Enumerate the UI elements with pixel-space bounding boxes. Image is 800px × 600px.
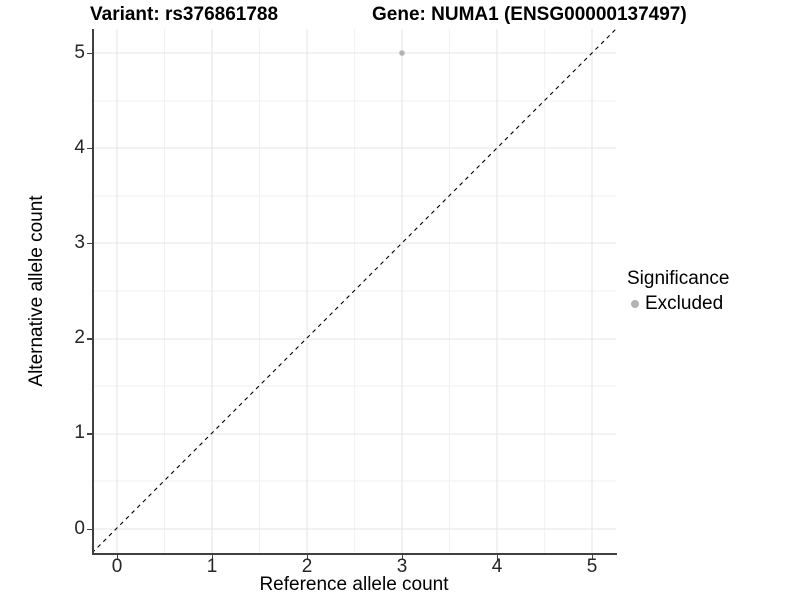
gene-title: Gene: NUMA1 (ENSG00000137497) xyxy=(372,4,687,25)
y-tick-label: 5 xyxy=(74,42,85,63)
x-tick-mark xyxy=(496,554,498,560)
plot-canvas xyxy=(91,28,617,554)
y-tick-label: 0 xyxy=(74,518,85,539)
x-axis-line xyxy=(92,553,617,555)
y-tick-label: 4 xyxy=(74,137,85,158)
y-tick-mark xyxy=(86,242,92,244)
y-tick-label: 2 xyxy=(74,327,85,348)
x-tick-label: 4 xyxy=(491,556,503,577)
x-tick-mark xyxy=(116,554,118,560)
major-gridlines-vertical xyxy=(116,29,593,553)
x-tick-label: 2 xyxy=(301,556,313,577)
y-tick-mark xyxy=(86,528,92,530)
x-tick-label: 5 xyxy=(586,556,598,577)
minor-gridlines-horizontal xyxy=(92,100,616,482)
legend-item-excluded: Excluded xyxy=(627,293,729,315)
y-axis-line xyxy=(92,29,94,554)
legend-item-label: Excluded xyxy=(645,293,724,314)
data-point-excluded xyxy=(399,50,405,56)
y-tick-label: 1 xyxy=(74,422,85,443)
major-gridlines-horizontal xyxy=(92,52,616,530)
y-tick-mark xyxy=(86,433,92,435)
y-tick-mark xyxy=(86,52,92,54)
identity-dashed-line xyxy=(91,28,617,554)
x-axis-title: Reference allele count xyxy=(259,574,449,595)
legend-title: Significance xyxy=(627,268,730,289)
x-tick-mark xyxy=(306,554,308,560)
plot-panel xyxy=(91,28,617,554)
x-tick-mark xyxy=(591,554,593,560)
variant-title: Variant: rs376861788 xyxy=(90,4,279,25)
excluded-point-icon xyxy=(631,300,639,308)
y-tick-mark xyxy=(86,147,92,149)
y-axis-title: Alternative allele count xyxy=(26,195,47,387)
y-tick-mark xyxy=(86,338,92,340)
x-tick-label: 3 xyxy=(396,556,408,577)
x-tick-label: 0 xyxy=(111,556,123,577)
x-tick-label: 1 xyxy=(206,556,218,577)
y-tick-label: 3 xyxy=(74,232,85,253)
x-tick-mark xyxy=(401,554,403,560)
x-tick-mark xyxy=(211,554,213,560)
legend: Significance Excluded xyxy=(627,268,729,315)
